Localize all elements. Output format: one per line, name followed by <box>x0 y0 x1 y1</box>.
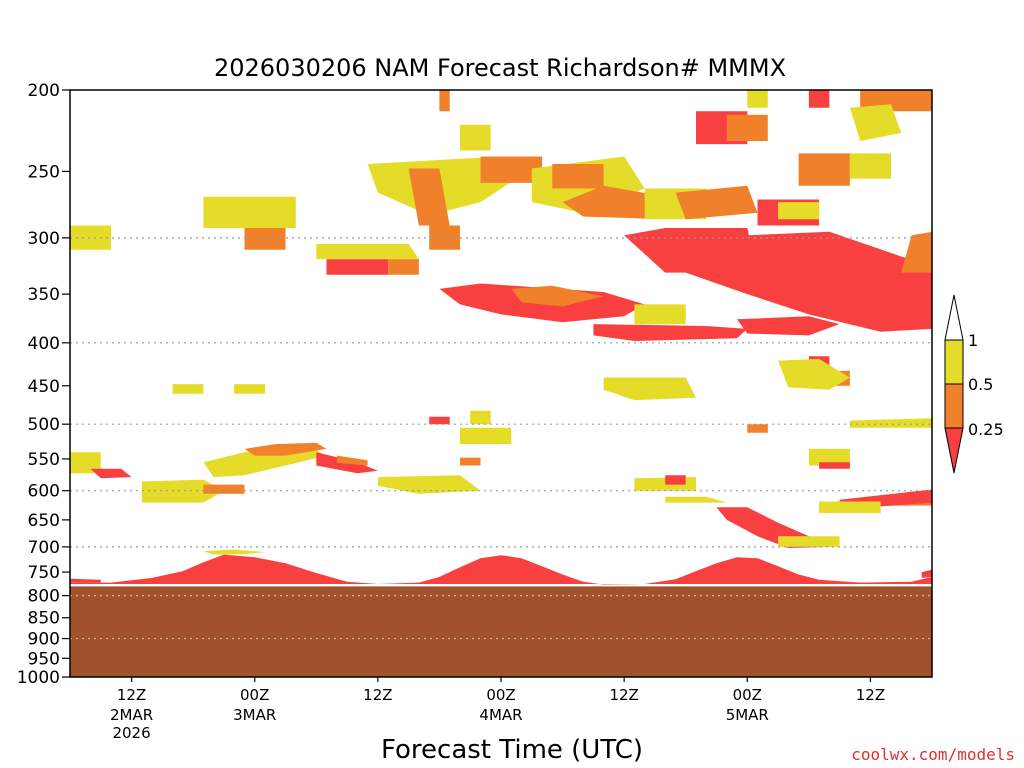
region-lt_025-57 <box>819 462 850 469</box>
y-tick-label-450: 450 <box>28 377 60 397</box>
x-tick-label-1: 00Z <box>240 686 269 704</box>
region-lt_025-40 <box>90 468 132 479</box>
region-lt_1-53 <box>665 496 727 503</box>
region-lt_05-20 <box>675 185 758 220</box>
region-lt_1-39 <box>70 452 101 474</box>
colorbar-segment-lt-1 <box>944 339 964 385</box>
terrain-fill <box>70 586 932 677</box>
region-lt_1-60 <box>819 501 881 514</box>
chart-title: 2026030206 NAM Forecast Richardson# MMMX <box>214 54 786 82</box>
colorbar-arrow-top <box>944 294 964 341</box>
y-tick-label-800: 800 <box>28 587 60 607</box>
x-tick-sublabel-0-0: 2MAR <box>110 706 153 724</box>
colorbar-label-2: 0.25 <box>968 420 1004 439</box>
richardson-regions <box>70 90 932 585</box>
region-lt_1-41 <box>141 479 224 503</box>
y-axis: 200 250 300 350 400 450 500 550 600 650 700 750 8008… <box>17 81 70 688</box>
region-lt_05-11 <box>408 168 450 226</box>
region-lt_025-22 <box>685 231 932 332</box>
colorbar-segment-lt-05 <box>944 383 964 429</box>
region-lt_025-4 <box>326 259 389 275</box>
y-tick-label-600: 600 <box>28 482 60 502</box>
region-lt_1-56 <box>808 448 850 466</box>
region-lt_1-68 <box>172 384 204 394</box>
y-tick-label-900: 900 <box>28 630 60 650</box>
x-tick-label-4: 12Z <box>609 686 638 704</box>
region-lt_05-35 <box>798 153 850 186</box>
region-lt_05-17 <box>552 164 604 189</box>
y-tick-label-350: 350 <box>28 285 60 305</box>
region-lt_05-50 <box>460 457 481 466</box>
region-lt_025-32 <box>808 90 830 108</box>
region-lt_1-34 <box>849 104 902 141</box>
x-tick-label-0: 12Z <box>117 686 146 704</box>
plot-area <box>69 89 933 678</box>
region-lt_025-52 <box>665 475 686 485</box>
region-lt_1-65 <box>778 358 850 390</box>
region-lt_025-0 <box>70 554 932 585</box>
y-tick-label-250: 250 <box>28 162 60 182</box>
x-tick-label-3: 00Z <box>486 686 515 704</box>
region-lt_1-9 <box>203 196 296 228</box>
y-tick-label-650: 650 <box>28 511 60 531</box>
x-axis-label: Forecast Time (UTC) <box>381 735 643 765</box>
x-tick-label-2: 12Z <box>363 686 392 704</box>
y-tick-label-500: 500 <box>28 415 60 435</box>
y-tick-label-850: 850 <box>28 609 60 629</box>
region-lt_05-61 <box>747 424 768 433</box>
region-lt_1-27 <box>634 304 686 325</box>
region-lt_05-7 <box>244 228 286 250</box>
x-tick-sublabel-3-0: 4MAR <box>479 706 522 724</box>
region-lt_05-46 <box>336 455 368 466</box>
y-tick-label-300: 300 <box>28 229 60 249</box>
colorbar-label-0: 1 <box>968 331 978 350</box>
region-lt_05-44 <box>244 442 327 456</box>
colorbar-legend: 1 0.5 0.25 <box>944 294 1004 474</box>
colorbar-label-1: 0.5 <box>968 375 993 394</box>
region-lt_1-62 <box>849 418 932 428</box>
region-lt_025-26 <box>593 324 748 341</box>
region-lt_05-23 <box>901 231 932 273</box>
x-tick-sublabel-5-0: 5MAR <box>726 706 769 724</box>
region-lt_1-38 <box>778 202 820 220</box>
region-lt_1-48 <box>377 475 481 494</box>
region-lt_05-25 <box>511 285 604 307</box>
region-lt_1-8 <box>70 225 111 250</box>
region-lt_1-6 <box>316 243 419 260</box>
region-lt_05-12 <box>429 225 460 250</box>
y-tick-label-400: 400 <box>28 334 60 354</box>
y-tick-label-700: 700 <box>28 538 60 558</box>
region-lt_05-15 <box>439 90 450 112</box>
x-tick-sublabel-1-0: 3MAR <box>233 706 276 724</box>
y-tick-label-1000: 1000 <box>17 668 60 688</box>
region-lt_1-49 <box>460 427 512 445</box>
region-lt_1-55 <box>778 536 840 547</box>
region-lt_1-36 <box>849 153 891 179</box>
region-lt_05-5 <box>388 259 419 275</box>
y-tick-label-950: 950 <box>28 649 60 669</box>
y-tick-label-750: 750 <box>28 563 60 583</box>
region-lt_025-71 <box>429 416 450 425</box>
region-lt_1-3 <box>203 549 265 555</box>
x-tick-sublabel-0-1: 2026 <box>112 724 150 742</box>
region-lt_1-69 <box>234 384 265 394</box>
y-tick-label-550: 550 <box>28 450 60 470</box>
region-lt_05-42 <box>203 484 245 494</box>
credit-link[interactable]: coolwx.com/models <box>851 745 1015 764</box>
region-lt_1-14 <box>460 124 491 151</box>
y-tick-label-200: 200 <box>28 81 60 101</box>
x-tick-label-5: 00Z <box>733 686 762 704</box>
colorbar-arrow-bottom <box>944 427 964 474</box>
region-lt_025-28 <box>737 316 840 336</box>
x-tick-label-6: 12Z <box>856 686 885 704</box>
region-lt_05-13 <box>480 156 542 183</box>
region-lt_025-1 <box>70 578 101 583</box>
region-lt_1-67 <box>603 377 696 401</box>
region-lt_05-30 <box>726 114 768 141</box>
region-lt_1-31 <box>747 90 768 108</box>
region-lt_1-70 <box>470 410 491 425</box>
region-lt_025-2 <box>921 569 932 578</box>
